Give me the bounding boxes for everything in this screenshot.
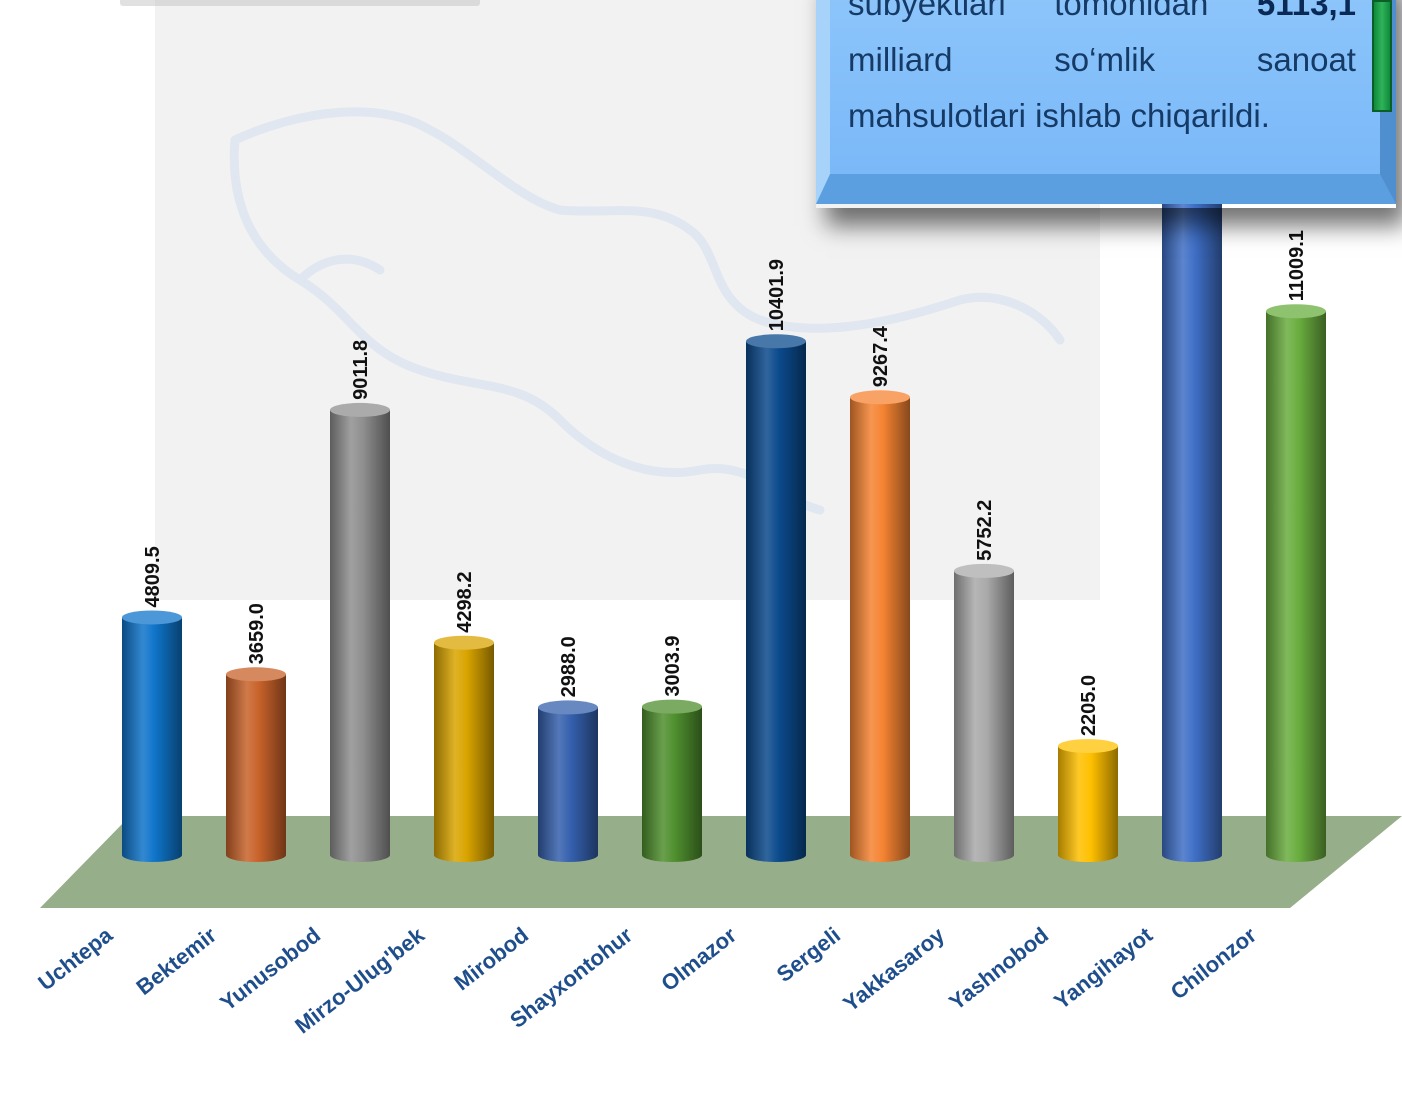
category-label: Olmazor bbox=[656, 922, 741, 996]
value-label: 9011.8 bbox=[350, 340, 372, 400]
category-label: Sergeli bbox=[772, 922, 845, 987]
bar-cap bbox=[330, 402, 390, 417]
bar-mirobod bbox=[538, 700, 598, 862]
value-label: 9267.4 bbox=[870, 325, 892, 387]
top-text-fragment bbox=[120, 0, 480, 6]
bar-body bbox=[954, 570, 1014, 862]
bar-yunusobod bbox=[330, 402, 390, 862]
bar-cap bbox=[1266, 304, 1326, 319]
bar-body bbox=[1162, 170, 1222, 862]
category-label: Chilonzor bbox=[1166, 922, 1262, 1004]
category-label: Uchtepa bbox=[33, 922, 117, 996]
callout-line-1: subyektlari tomonidan 5113,1 bbox=[848, 0, 1356, 32]
bar-uchtepa bbox=[122, 610, 182, 862]
map-outline-decoration bbox=[229, 107, 1065, 515]
bar-olmazor bbox=[746, 334, 806, 862]
callout-line-2: milliard so‘mlik sanoat bbox=[848, 32, 1356, 88]
bar-chilonzor bbox=[1266, 304, 1326, 862]
category-label: Mirobod bbox=[449, 922, 533, 995]
bar-body bbox=[538, 707, 598, 862]
value-label: 3659.0 bbox=[246, 603, 268, 664]
bar-mirzo-ulug-bek bbox=[434, 635, 494, 862]
callout-word: milliard bbox=[848, 41, 953, 78]
bar-body bbox=[850, 397, 910, 862]
bar-sergeli bbox=[850, 390, 910, 862]
bar-body bbox=[1058, 746, 1118, 862]
bar-cap bbox=[226, 667, 286, 682]
bar-cap bbox=[746, 334, 806, 349]
callout-panel: subyektlari tomonidan 5113,1 milliard so… bbox=[816, 0, 1396, 204]
bar-shayxontohur bbox=[642, 699, 702, 862]
value-label: 2988.0 bbox=[558, 636, 580, 697]
callout-text: subyektlari tomonidan 5113,1 milliard so… bbox=[848, 0, 1356, 144]
bar-yakkasaroy bbox=[954, 563, 1014, 862]
bar-cap bbox=[1058, 739, 1118, 754]
value-label: 4298.2 bbox=[454, 572, 476, 633]
category-label: Bektemir bbox=[131, 922, 221, 1000]
bar-cap bbox=[850, 390, 910, 405]
callout-amount: 5113,1 bbox=[1256, 0, 1356, 22]
bar-yangihayot bbox=[1162, 163, 1222, 862]
value-label: 3003.9 bbox=[662, 635, 684, 696]
callout-line-3: mahsulotlari ishlab chiqarildi. bbox=[848, 97, 1270, 134]
callout-word: subyektlari bbox=[848, 0, 1006, 22]
value-label: 11009.1 bbox=[1286, 230, 1308, 301]
bar-body bbox=[746, 341, 806, 862]
green-side-tab bbox=[1372, 0, 1392, 112]
bar-yashnobod bbox=[1058, 739, 1118, 862]
bar-cap bbox=[434, 635, 494, 650]
value-label: 2205.0 bbox=[1078, 675, 1100, 736]
bar-cap bbox=[538, 700, 598, 715]
category-label: Yangihayot bbox=[1049, 922, 1157, 1014]
callout-word: so‘mlik bbox=[1054, 41, 1156, 78]
category-label: Yashnobod bbox=[944, 922, 1053, 1015]
callout-box: subyektlari tomonidan 5113,1 milliard so… bbox=[816, 0, 1396, 208]
bar-body bbox=[330, 409, 390, 862]
value-label: 5752.2 bbox=[974, 500, 996, 561]
bar-cap bbox=[122, 610, 182, 625]
bar-body bbox=[226, 674, 286, 862]
bar-body bbox=[642, 706, 702, 862]
callout-word: tomonidan bbox=[1054, 0, 1209, 22]
category-label: Yakkasaroy bbox=[838, 922, 949, 1017]
value-label: 4809.5 bbox=[142, 546, 164, 607]
value-label: 10401.9 bbox=[766, 259, 788, 331]
bar-cap bbox=[954, 563, 1014, 578]
category-label: Yunusobod bbox=[215, 922, 325, 1015]
bar-body bbox=[434, 642, 494, 862]
bar-body bbox=[1266, 311, 1326, 862]
bar-body bbox=[122, 617, 182, 862]
bar-bektemir bbox=[226, 667, 286, 862]
bar-cap bbox=[642, 699, 702, 714]
callout-word: sanoat bbox=[1256, 41, 1356, 78]
